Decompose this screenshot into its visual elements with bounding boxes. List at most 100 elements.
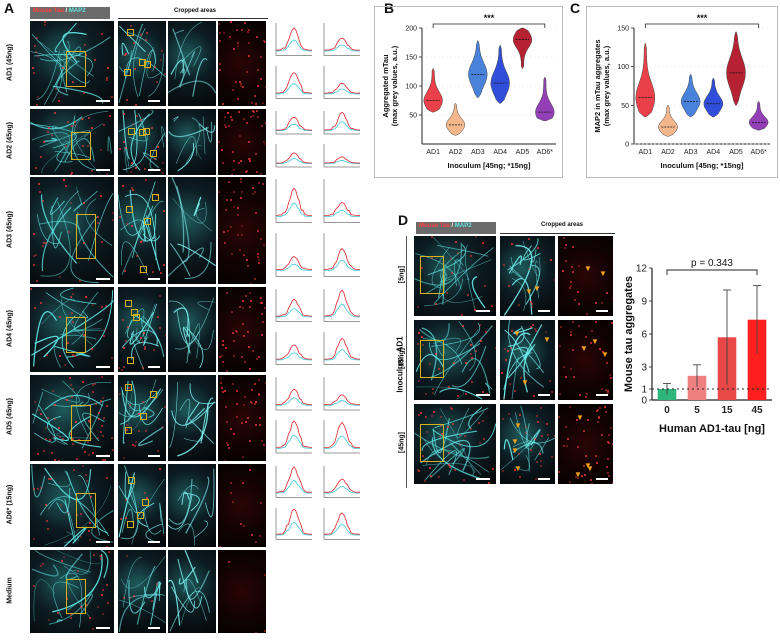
tau-puncta bbox=[255, 153, 257, 155]
dose-label-45ng: [45ng] bbox=[399, 413, 406, 473]
tau-puncta bbox=[101, 241, 103, 243]
intensity-profile-plot bbox=[318, 418, 362, 458]
tau-puncta bbox=[249, 469, 251, 471]
tau-puncta bbox=[257, 69, 259, 71]
neurite bbox=[457, 408, 484, 438]
tau-puncta bbox=[467, 294, 469, 296]
tau-puncta bbox=[525, 432, 527, 434]
tau-puncta bbox=[233, 340, 235, 342]
neurite bbox=[186, 118, 200, 164]
overview-image bbox=[30, 375, 114, 461]
tau-puncta bbox=[236, 390, 238, 392]
y-tick-label: 150 bbox=[405, 55, 417, 62]
tau-puncta bbox=[233, 48, 235, 50]
violin-ad5 bbox=[513, 28, 532, 69]
roi-box bbox=[66, 579, 86, 614]
cropped-tau-image: ▼▼ bbox=[558, 236, 613, 316]
tau-puncta bbox=[438, 476, 440, 478]
tau-puncta bbox=[123, 141, 125, 143]
intensity-profile-plot bbox=[270, 506, 314, 545]
tau-puncta bbox=[231, 253, 233, 255]
tau-puncta bbox=[127, 326, 129, 328]
neurite bbox=[469, 407, 482, 428]
neurite bbox=[48, 499, 76, 542]
tau-profile-line bbox=[324, 395, 360, 405]
tau-puncta bbox=[461, 314, 463, 316]
tau-puncta bbox=[134, 445, 136, 447]
tau-puncta bbox=[243, 254, 245, 256]
tau-puncta bbox=[84, 451, 86, 453]
neurite bbox=[121, 556, 165, 588]
tau-puncta bbox=[33, 264, 35, 266]
tau-profile-line bbox=[276, 467, 312, 492]
tau-puncta bbox=[252, 115, 254, 117]
tau-puncta bbox=[108, 551, 110, 553]
measurement-roi bbox=[127, 29, 134, 36]
scale-bar bbox=[96, 278, 110, 280]
neurite-overlay bbox=[500, 236, 555, 316]
tau-puncta bbox=[255, 632, 257, 633]
tau-puncta bbox=[597, 421, 599, 423]
neurite bbox=[34, 580, 55, 622]
scale-bar bbox=[538, 310, 550, 312]
tau-puncta bbox=[252, 350, 254, 352]
tau-puncta bbox=[418, 414, 420, 416]
cropped-tau-image bbox=[218, 464, 266, 547]
arrowhead-marker: ▼ bbox=[521, 378, 529, 387]
tau-puncta bbox=[228, 561, 230, 563]
tau-puncta bbox=[250, 300, 252, 302]
tau-puncta bbox=[77, 570, 79, 572]
tau-puncta bbox=[560, 326, 562, 328]
tau-puncta bbox=[595, 302, 597, 304]
tau-puncta bbox=[42, 200, 44, 202]
tau-puncta bbox=[236, 331, 238, 333]
intensity-profile-plot bbox=[318, 231, 362, 282]
panel-c-label: C bbox=[570, 0, 580, 16]
tau-puncta bbox=[236, 403, 238, 405]
neurite bbox=[146, 524, 163, 541]
tau-puncta bbox=[248, 346, 250, 348]
tau-puncta bbox=[250, 116, 252, 118]
tau-puncta bbox=[230, 116, 232, 118]
tau-puncta bbox=[47, 528, 49, 530]
intensity-profile-plot bbox=[270, 418, 314, 458]
tau-profile-line bbox=[324, 512, 360, 533]
tau-puncta bbox=[577, 291, 579, 293]
neurite bbox=[416, 387, 464, 399]
tau-puncta bbox=[54, 112, 56, 114]
dose-label-5ng: [5ng] bbox=[399, 245, 406, 305]
tau-puncta bbox=[569, 481, 571, 483]
tau-puncta bbox=[130, 171, 132, 173]
tau-puncta bbox=[106, 546, 108, 547]
scale-bar bbox=[148, 169, 160, 171]
tau-puncta bbox=[245, 171, 247, 173]
tau-puncta bbox=[563, 237, 565, 239]
tau-puncta bbox=[596, 462, 598, 464]
mouse-tau-legend-d: Mouse Tau bbox=[419, 223, 450, 229]
tau-puncta bbox=[559, 345, 561, 347]
dose-label-15ng: [15ng] bbox=[399, 329, 406, 389]
tau-puncta bbox=[218, 141, 220, 143]
tau-puncta bbox=[59, 316, 61, 318]
violin-ad6-star bbox=[749, 102, 768, 131]
neurite bbox=[196, 208, 212, 231]
tau-puncta bbox=[135, 104, 137, 106]
tau-puncta bbox=[226, 292, 228, 294]
tau-puncta bbox=[247, 417, 249, 419]
tau-puncta bbox=[237, 42, 239, 44]
neurite-overlay bbox=[168, 109, 216, 175]
tau-puncta bbox=[601, 388, 603, 390]
group-bracket bbox=[406, 236, 407, 488]
tau-puncta bbox=[135, 441, 137, 443]
tau-puncta bbox=[106, 79, 108, 81]
tau-puncta bbox=[605, 411, 607, 413]
tau-puncta bbox=[219, 32, 221, 34]
tau-puncta bbox=[430, 475, 432, 477]
y-tick-label: 150 bbox=[617, 26, 629, 33]
tau-puncta bbox=[241, 234, 243, 236]
tau-profile-line bbox=[324, 157, 360, 163]
tau-puncta bbox=[241, 356, 243, 358]
neurite bbox=[170, 382, 178, 448]
tau-puncta bbox=[252, 187, 254, 189]
tau-puncta bbox=[249, 368, 251, 370]
